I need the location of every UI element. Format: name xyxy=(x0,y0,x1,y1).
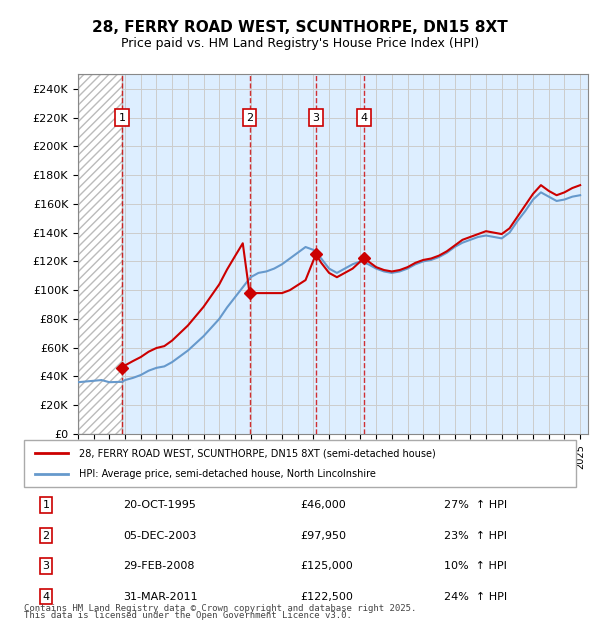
Text: This data is licensed under the Open Government Licence v3.0.: This data is licensed under the Open Gov… xyxy=(24,611,352,620)
Text: 28, FERRY ROAD WEST, SCUNTHORPE, DN15 8XT (semi-detached house): 28, FERRY ROAD WEST, SCUNTHORPE, DN15 8X… xyxy=(79,448,436,458)
FancyBboxPatch shape xyxy=(24,440,576,487)
Text: 4: 4 xyxy=(361,113,368,123)
Text: 28, FERRY ROAD WEST, SCUNTHORPE, DN15 8XT: 28, FERRY ROAD WEST, SCUNTHORPE, DN15 8X… xyxy=(92,20,508,35)
Text: HPI: Average price, semi-detached house, North Lincolnshire: HPI: Average price, semi-detached house,… xyxy=(79,469,376,479)
Text: 27%  ↑ HPI: 27% ↑ HPI xyxy=(443,500,506,510)
Text: 31-MAR-2011: 31-MAR-2011 xyxy=(124,591,198,601)
Bar xyxy=(78,74,122,434)
Text: 1: 1 xyxy=(118,113,125,123)
Text: 2: 2 xyxy=(246,113,253,123)
Text: £125,000: £125,000 xyxy=(300,561,353,571)
Text: 10%  ↑ HPI: 10% ↑ HPI xyxy=(443,561,506,571)
Text: Contains HM Land Registry data © Crown copyright and database right 2025.: Contains HM Land Registry data © Crown c… xyxy=(24,603,416,613)
Text: 3: 3 xyxy=(313,113,319,123)
Text: £122,500: £122,500 xyxy=(300,591,353,601)
Text: 29-FEB-2008: 29-FEB-2008 xyxy=(124,561,195,571)
Text: Price paid vs. HM Land Registry's House Price Index (HPI): Price paid vs. HM Land Registry's House … xyxy=(121,37,479,50)
Text: £97,950: £97,950 xyxy=(300,531,346,541)
Text: 05-DEC-2003: 05-DEC-2003 xyxy=(124,531,197,541)
Text: 20-OCT-1995: 20-OCT-1995 xyxy=(124,500,196,510)
Text: 2: 2 xyxy=(43,531,50,541)
Text: 24%  ↑ HPI: 24% ↑ HPI xyxy=(443,591,506,601)
Text: 4: 4 xyxy=(43,591,50,601)
Text: 3: 3 xyxy=(43,561,50,571)
Text: 23%  ↑ HPI: 23% ↑ HPI xyxy=(443,531,506,541)
Text: 1: 1 xyxy=(43,500,50,510)
Text: £46,000: £46,000 xyxy=(300,500,346,510)
